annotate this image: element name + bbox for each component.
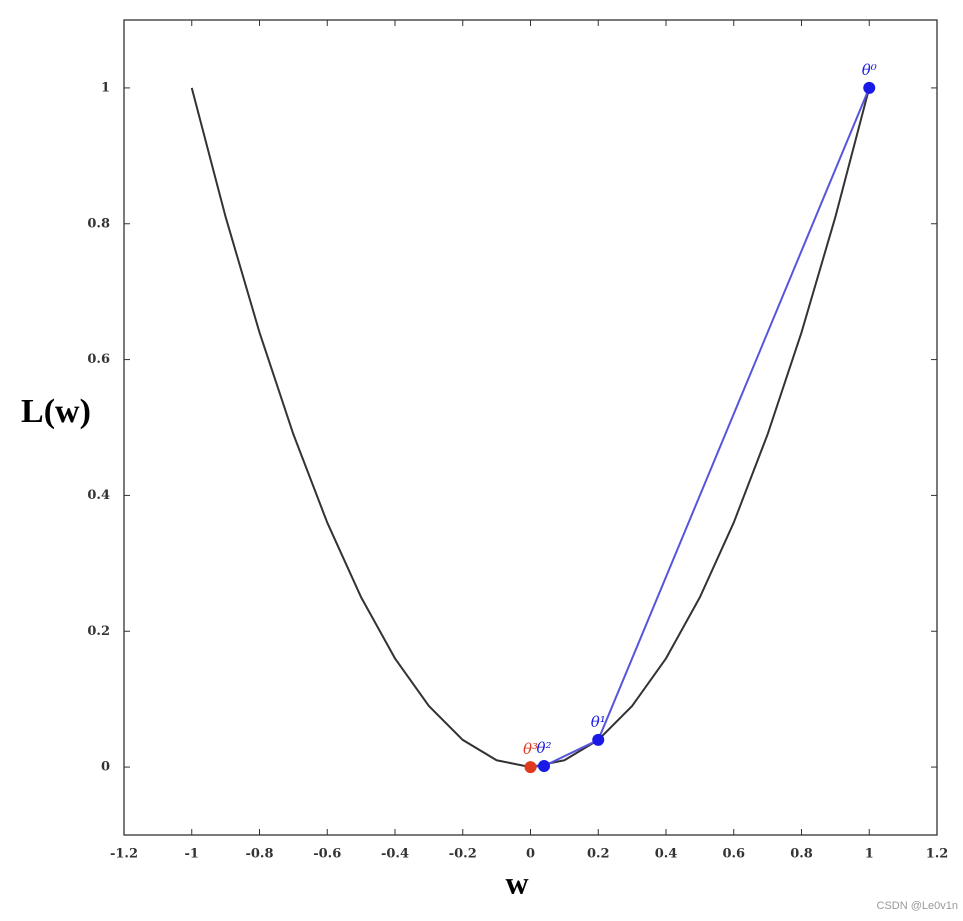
point-label: θ²	[537, 739, 552, 757]
x-tick-label: -0.4	[381, 847, 409, 862]
x-tick-label: -1	[185, 847, 199, 862]
x-tick-label: -0.2	[449, 847, 477, 862]
point-label: θ¹	[591, 713, 606, 731]
x-tick-label: 0.8	[790, 847, 813, 862]
point	[538, 759, 551, 772]
point-label: θ⁰	[862, 61, 877, 79]
y-tick-label: 0	[101, 760, 110, 775]
x-tick-label: -0.6	[313, 847, 341, 862]
point	[524, 761, 537, 774]
watermark: CSDN @Le0v1n	[877, 900, 958, 912]
x-tick-label: 0.6	[722, 847, 745, 862]
x-tick-label: 0.2	[587, 847, 610, 862]
y-tick-label: 0.6	[87, 352, 110, 367]
x-tick-label: -1.2	[110, 847, 138, 862]
plot-frame	[123, 19, 938, 836]
x-tick-label: 0	[526, 847, 535, 862]
series-line	[530, 87, 871, 769]
series-line	[190, 87, 871, 769]
point	[863, 81, 876, 94]
x-tick-label: 1	[865, 847, 874, 862]
y-axis-label: L(w)	[21, 393, 91, 430]
y-tick-label: 1	[101, 80, 110, 95]
y-tick-label: 0.2	[87, 624, 110, 639]
x-axis-label: w	[505, 864, 528, 900]
point-label: θ³	[523, 740, 538, 758]
x-tick-label: 1.2	[926, 847, 949, 862]
y-tick-label: 0.4	[87, 488, 110, 503]
x-tick-label: 0.4	[655, 847, 678, 862]
y-tick-label: 0.8	[87, 216, 110, 231]
point	[592, 733, 605, 746]
x-tick-label: -0.8	[245, 847, 273, 862]
